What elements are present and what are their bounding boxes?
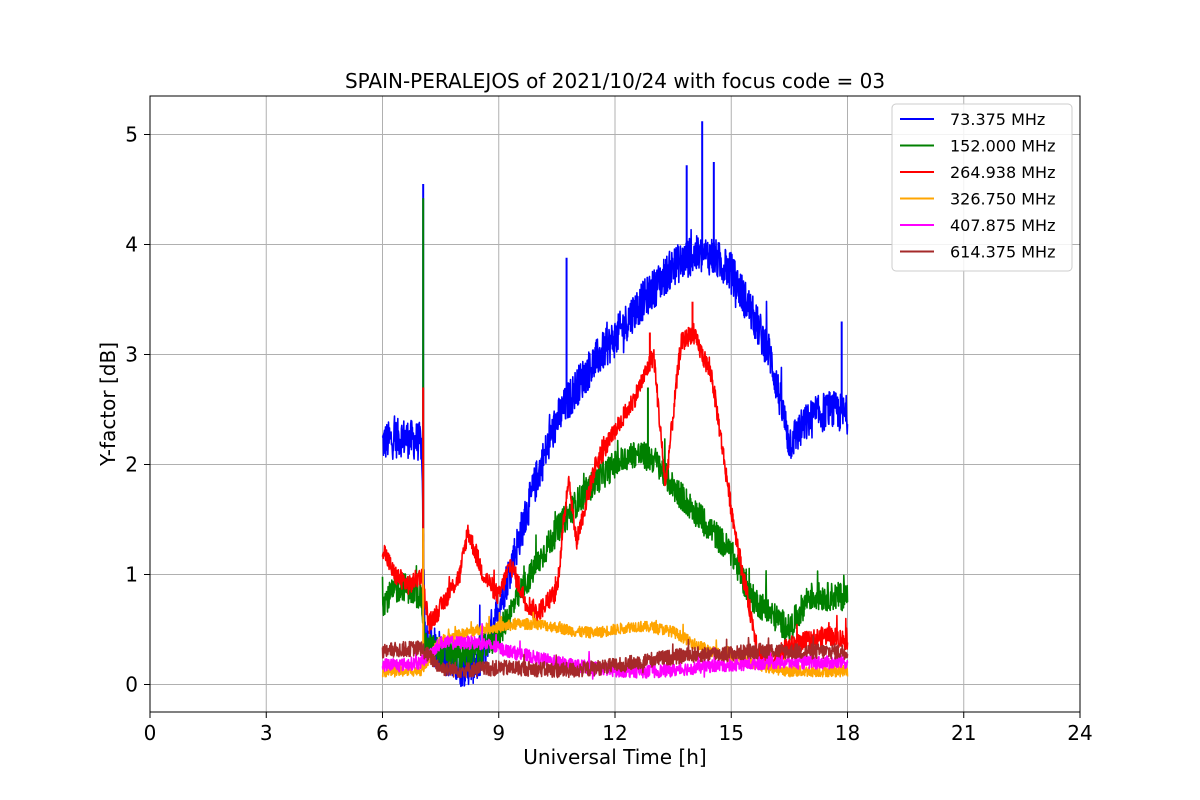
legend: 73.375 MHz 152.000 MHz 264.938 MHz 326.750 … <box>891 103 1073 272</box>
x-tick-label: 12 <box>602 721 627 745</box>
y-tick-label: 1 <box>125 563 138 587</box>
legend-entry: 326.750 MHz <box>950 190 1055 209</box>
x-tick-label: 24 <box>1067 721 1092 745</box>
x-tick-label: 18 <box>835 721 860 745</box>
legend-entry: 152.000 MHz <box>950 137 1055 156</box>
legend-entry: 73.375 MHz <box>950 110 1045 129</box>
series-line-1 <box>381 228 849 688</box>
x-tick-label: 0 <box>144 721 157 745</box>
series-line-4 <box>381 611 849 678</box>
y-axis-label: Y-factor [dB] <box>96 342 120 467</box>
y-tick-label: 5 <box>125 123 138 147</box>
series-line-2 <box>381 438 849 671</box>
x-tick-label: 3 <box>260 721 273 745</box>
y-tick-label: 3 <box>125 343 138 367</box>
series-line-6 <box>381 635 849 679</box>
legend-entry: 407.875 MHz <box>950 216 1055 235</box>
y-tick-label: 2 <box>125 453 138 477</box>
x-tick-label: 9 <box>492 721 505 745</box>
plot-series <box>381 121 849 688</box>
x-tick-label: 15 <box>719 721 744 745</box>
y-tick-label: 4 <box>125 233 138 257</box>
legend-box <box>891 103 1073 272</box>
chart-title: SPAIN-PERALEJOS of 2021/10/24 with focus… <box>345 69 885 93</box>
x-axis-label: Universal Time [h] <box>523 745 706 769</box>
legend-entry: 264.938 MHz <box>950 163 1055 182</box>
x-tick-label: 6 <box>376 721 389 745</box>
y-tick-label: 0 <box>125 673 138 697</box>
x-tick-label: 21 <box>951 721 976 745</box>
legend-entry: 614.375 MHz <box>950 243 1055 262</box>
